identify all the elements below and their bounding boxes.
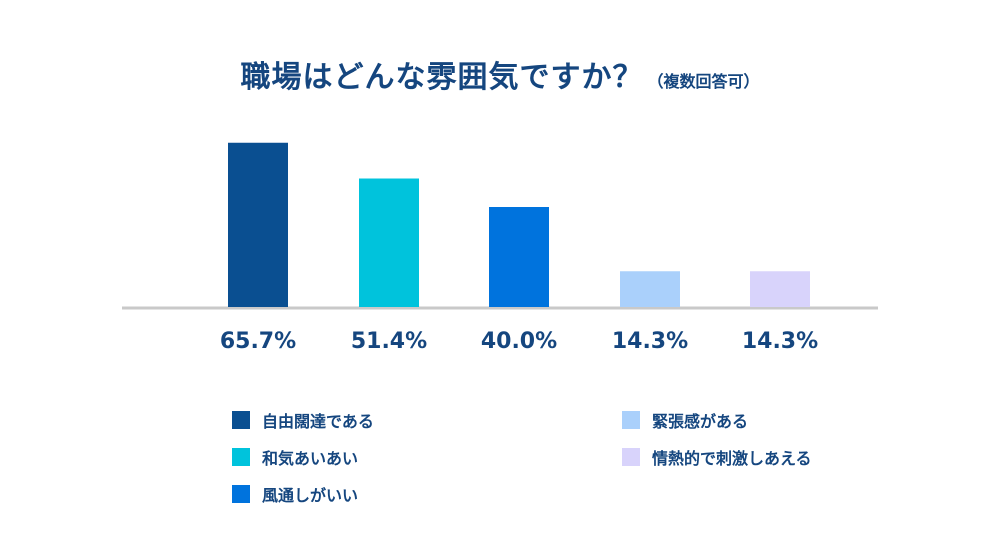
chart-subtitle: （複数回答可）	[647, 72, 760, 91]
bar-2	[359, 178, 419, 307]
bar-3	[489, 207, 549, 307]
value-label-3: 40.0%	[481, 329, 557, 354]
value-label-2: 51.4%	[351, 329, 427, 354]
value-label-5: 14.3%	[742, 329, 818, 354]
chart-title-row: 職場はどんな雰囲気ですか？ （複数回答可）	[0, 52, 1000, 96]
value-label-1: 65.7%	[220, 329, 296, 354]
value-label-4: 14.3%	[612, 329, 688, 354]
bar-4	[620, 271, 680, 307]
bar-5	[750, 271, 810, 307]
bar-1	[228, 142, 288, 307]
chart-title: 職場はどんな雰囲気ですか？	[240, 60, 644, 95]
